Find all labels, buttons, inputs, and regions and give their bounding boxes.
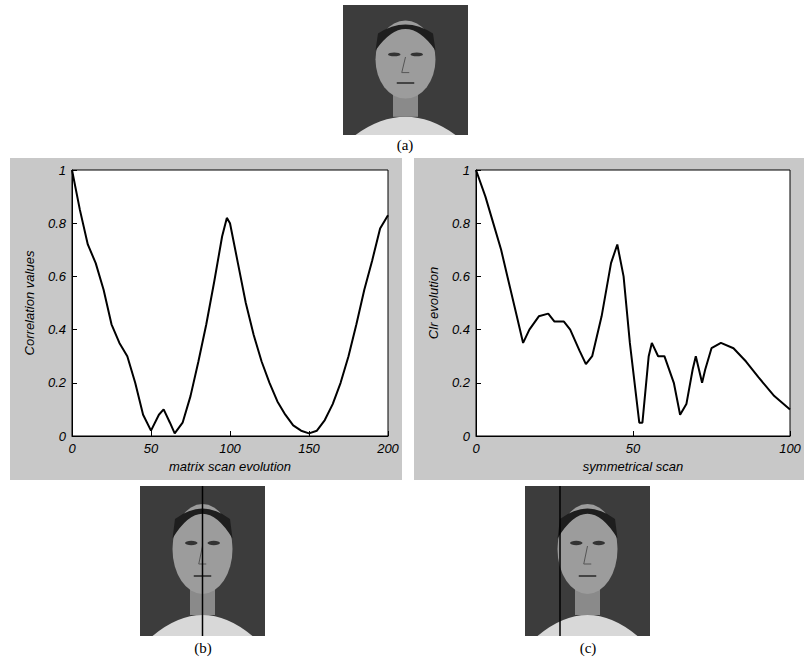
svg-text:0: 0 (463, 429, 471, 444)
svg-text:0: 0 (472, 441, 480, 456)
svg-text:100: 100 (219, 441, 241, 456)
svg-text:0.8: 0.8 (48, 216, 67, 231)
svg-text:150: 150 (298, 441, 320, 456)
svg-text:0.2: 0.2 (452, 375, 471, 390)
svg-text:1: 1 (463, 163, 470, 178)
svg-text:Correlation values: Correlation values (22, 250, 37, 355)
svg-text:0.6: 0.6 (452, 269, 471, 284)
svg-text:0.4: 0.4 (452, 322, 470, 337)
html-text:(a): (a) (396, 137, 414, 153)
svg-text:Clr evolution: Clr evolution (426, 267, 441, 339)
svg-text:matrix scan evolution: matrix scan evolution (169, 459, 291, 474)
svg-text:50: 50 (144, 441, 159, 456)
svg-text:0: 0 (59, 429, 67, 444)
svg-text:symmetrical scan: symmetrical scan (583, 459, 683, 474)
svg-text:0.6: 0.6 (48, 269, 67, 284)
html-text:(c): (c) (579, 640, 597, 656)
svg-text:0.4: 0.4 (48, 322, 66, 337)
svg-text:100: 100 (779, 441, 801, 456)
svg-text:1: 1 (59, 163, 66, 178)
svg-text:0.8: 0.8 (452, 216, 471, 231)
svg-text:50: 50 (626, 441, 641, 456)
svg-text:0.2: 0.2 (48, 375, 67, 390)
html-text:(b): (b) (194, 640, 212, 656)
svg-text:0: 0 (68, 441, 76, 456)
svg-text:200: 200 (376, 441, 399, 456)
